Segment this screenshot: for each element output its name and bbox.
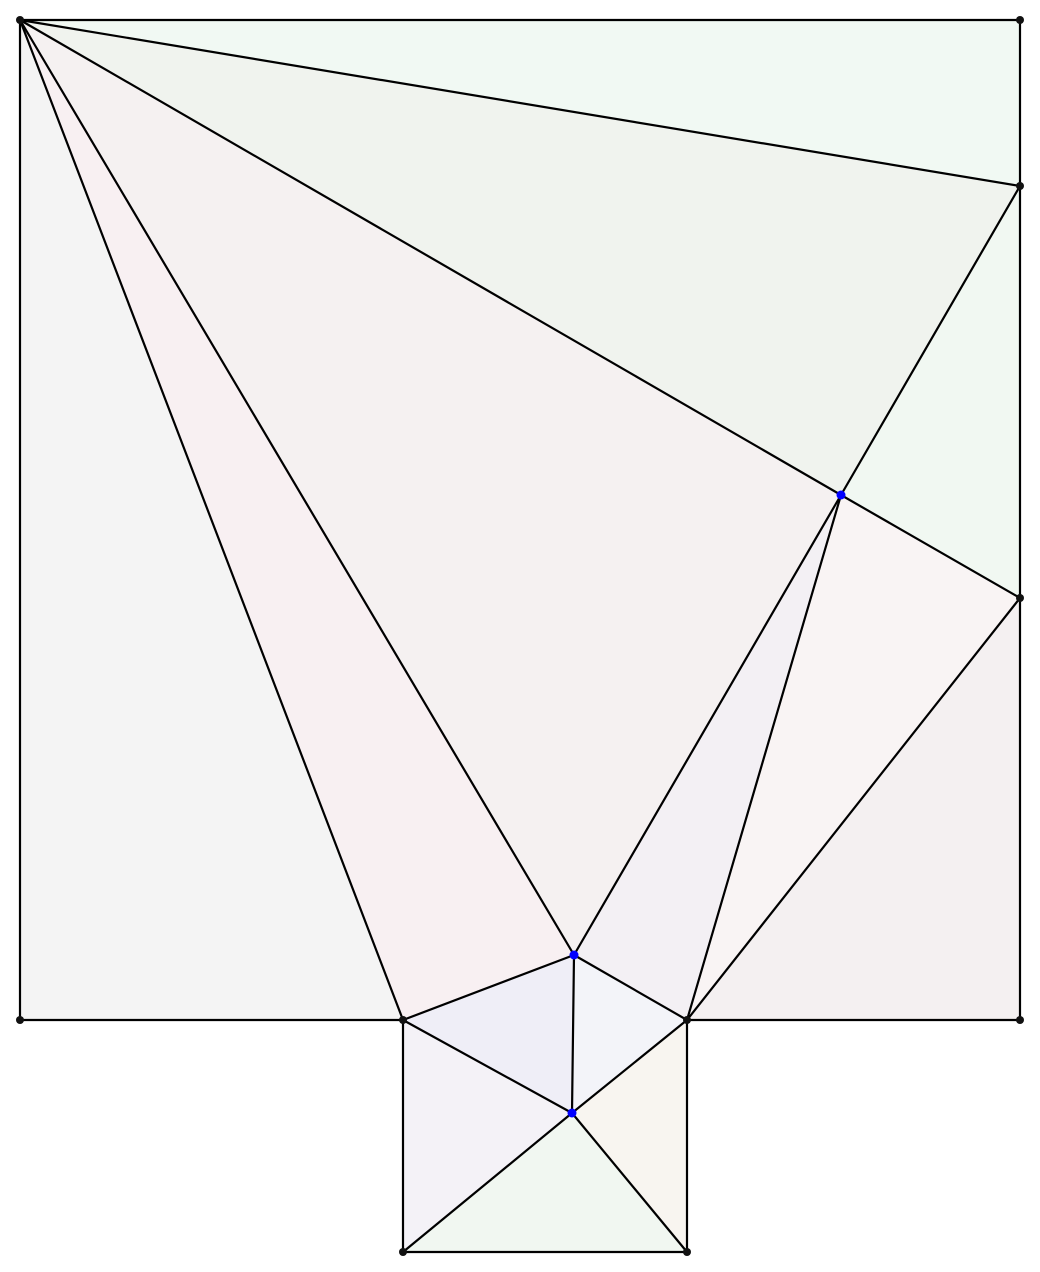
edge-top-left--right-upper bbox=[18, 18, 1022, 188]
edge-right-upper--interior-right bbox=[839, 184, 1022, 497]
vertex-notch-left bbox=[399, 1016, 407, 1024]
vertex-notch-right bbox=[683, 1016, 691, 1024]
face-upper-green bbox=[20, 20, 1020, 495]
face-hex-left bbox=[403, 955, 574, 1113]
edge-top-left--notch-left bbox=[18, 18, 405, 1022]
face-small-bottom bbox=[403, 1113, 687, 1252]
faces-layer bbox=[20, 20, 1020, 1252]
edges-layer bbox=[18, 18, 1022, 1254]
edge-interior-upper--interior-lower bbox=[570, 953, 576, 1115]
edge-top-left--interior-upper bbox=[18, 18, 576, 957]
face-pink-left bbox=[20, 20, 574, 1020]
edge-notch-left--interior-upper bbox=[401, 953, 576, 1022]
vertex-interior-lower bbox=[567, 1108, 577, 1118]
vertex-base-left bbox=[399, 1248, 407, 1256]
vertex-interior-upper bbox=[569, 950, 579, 960]
vertex-base-right bbox=[683, 1248, 691, 1256]
face-center-large bbox=[20, 20, 841, 955]
edge-notch-right--interior-lower bbox=[570, 1018, 689, 1115]
vertex-interior-right bbox=[836, 490, 846, 500]
edge-notch-left--interior-lower bbox=[401, 1018, 574, 1115]
edge-base-right--interior-lower bbox=[570, 1111, 689, 1254]
edge-interior-right--notch-right bbox=[685, 493, 843, 1022]
vertex-top-right bbox=[1016, 16, 1024, 24]
face-lavender-mid bbox=[574, 495, 841, 1020]
edge-right-middle--notch-right bbox=[685, 596, 1022, 1022]
edge-interior-upper--notch-right bbox=[572, 953, 689, 1022]
vertex-top-left bbox=[16, 16, 24, 24]
vertex-right-middle bbox=[1016, 594, 1024, 602]
face-small-right bbox=[572, 1020, 687, 1252]
face-right-pink bbox=[687, 495, 1020, 1020]
vertex-right-upper bbox=[1016, 182, 1024, 190]
face-hex-right bbox=[572, 955, 687, 1113]
vertex-bottom-right bbox=[1016, 1016, 1024, 1024]
edge-interior-right--right-middle bbox=[839, 493, 1022, 600]
face-right-green bbox=[841, 186, 1020, 598]
vertex-bottom-left bbox=[16, 1016, 24, 1024]
face-small-left bbox=[403, 1020, 572, 1252]
edge-base-left--interior-lower bbox=[401, 1111, 574, 1254]
edge-top-left--interior-right bbox=[18, 18, 843, 497]
edge-interior-right--interior-upper bbox=[572, 493, 843, 957]
vertices-layer bbox=[16, 16, 1024, 1256]
